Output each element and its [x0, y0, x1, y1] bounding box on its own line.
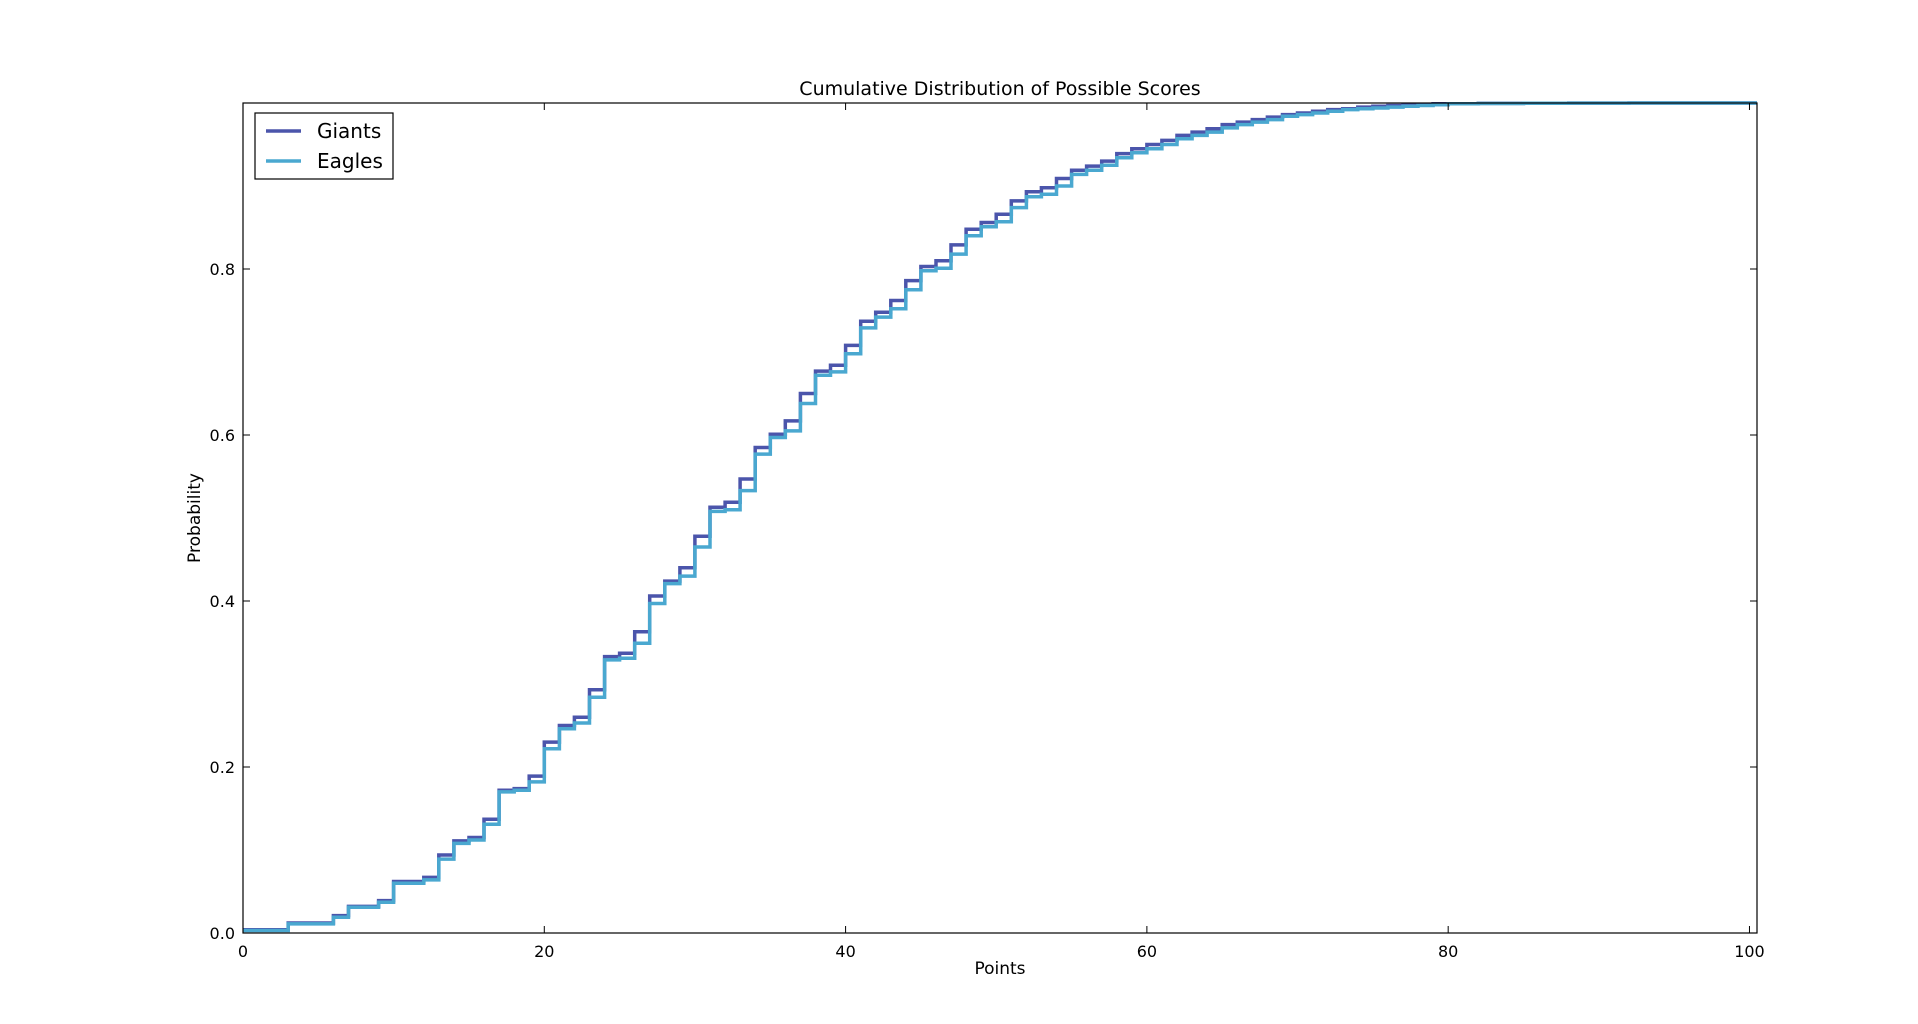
x-tick-label: 60	[1137, 942, 1157, 961]
legend: Giants Eagles	[254, 112, 394, 180]
x-tick-label: 100	[1734, 942, 1765, 961]
ticks-layer: 0 20 40 60 80 100 0.0 0.2 0.4 0.6 0.8	[210, 103, 1765, 961]
x-tick-label: 40	[835, 942, 855, 961]
series-line-eagles	[243, 101, 1757, 933]
y-tick-label: 0.0	[210, 924, 235, 943]
y-tick-label: 0.8	[210, 260, 235, 279]
chart-title: Cumulative Distribution of Possible Scor…	[799, 78, 1200, 100]
x-tick-label: 80	[1438, 942, 1458, 961]
series-layer	[243, 101, 1757, 933]
legend-label-eagles: Eagles	[317, 149, 383, 173]
x-tick-label: 0	[238, 942, 248, 961]
y-tick-label: 0.6	[210, 426, 235, 445]
y-tick-label: 0.2	[210, 758, 235, 777]
legend-label-giants: Giants	[317, 119, 381, 143]
y-axis-label: Probability	[185, 473, 205, 563]
x-tick-label: 20	[534, 942, 554, 961]
series-line-giants	[243, 101, 1757, 932]
legend-box	[254, 112, 394, 180]
plot-frame	[242, 102, 1758, 934]
x-axis-label: Points	[974, 959, 1025, 979]
y-tick-label: 0.4	[210, 592, 235, 611]
